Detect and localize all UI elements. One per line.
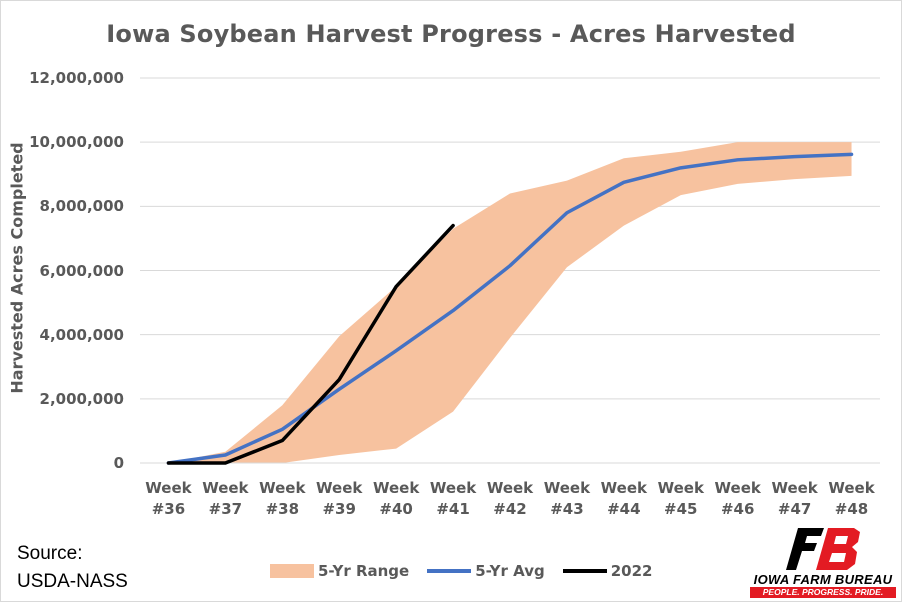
y-tick-label: 8,000,000 [39,197,124,216]
x-tick-label-line: #43 [550,500,584,518]
legend-item-range: 5-Yr Range [270,562,409,580]
farm-bureau-logo: IOWA FARM BUREAU PEOPLE. PROGRESS. PRIDE… [748,528,898,598]
x-tick-label: Week #44 [589,478,659,520]
x-tick-label-line: Week [316,479,363,497]
series-line-avg [166,152,854,465]
x-tick-label: Week #46 [703,478,773,520]
legend: 5-Yr Range 5-Yr Avg 2022 [270,562,670,580]
y-tick-label: 12,000,000 [29,69,124,87]
legend-swatch-2022 [562,569,607,573]
x-tick-label-line: #36 [151,500,186,518]
y-tick-label: 2,000,000 [39,389,124,408]
x-tick-label: Week #40 [361,478,431,520]
x-tick-label-line: Week [543,479,591,497]
x-tick-label: Week #37 [190,478,260,520]
x-tick-label: Week #45 [646,478,716,520]
chart-title: Iowa Soybean Harvest Progress - Acres Ha… [106,20,796,48]
x-tick-label-line: #46 [720,500,755,518]
x-tick-label-line: #48 [834,500,869,518]
fb-logo-icon [786,528,860,570]
x-tick-label: Week #41 [418,478,488,520]
range-band [168,142,852,463]
x-tick-label: Week #38 [247,478,317,520]
x-tick-label: Week #47 [760,478,830,520]
legend-label-2022: 2022 [610,562,653,580]
legend-label-range: 5-Yr Range [318,562,410,580]
x-tick-label-line: #45 [664,500,698,518]
y-tick-label: 4,000,000 [39,325,124,344]
source-value: USDA-NASS [17,571,128,592]
y-tick-label: 0 [113,454,124,472]
logo-name: IOWA FARM BUREAU [753,572,893,587]
x-tick-label-line: #38 [265,500,300,518]
x-tick-label: Week #48 [817,478,887,520]
x-tick-label-line: Week [657,479,704,497]
x-tick-label-line: #41 [436,500,470,518]
x-tick-label-line: #37 [208,500,243,518]
x-tick-label-line: Week [372,479,420,497]
y-tick-label: 6,000,000 [39,261,124,280]
x-tick-label: Week #36 [133,478,203,520]
x-tick-label-line: #44 [607,500,641,518]
x-tick-label: Week #43 [532,478,602,520]
x-tick-label-line: Week [259,479,306,497]
x-tick-label-line: Week [714,479,761,497]
x-tick-label-line: Week [429,479,477,497]
x-tick-label: Week #39 [304,478,374,520]
legend-item-avg: 5-Yr Avg [427,562,545,580]
y-tick-label: 10,000,000 [29,133,124,152]
x-tick-label-line: Week [771,479,818,497]
x-tick-label-line: #39 [322,500,356,518]
legend-swatch-avg [427,569,472,573]
x-tick-label-line: #40 [379,500,413,518]
x-tick-label-line: Week [828,479,875,497]
logo-tagline: PEOPLE. PROGRESS. PRIDE. [750,587,896,598]
x-tick-label-line: Week [486,479,534,497]
x-tick-label-line: Week [145,479,192,497]
legend-label-avg: 5-Yr Avg [475,562,545,580]
x-tick-label-line: Week [202,479,249,497]
x-tick-label-line: #42 [493,500,527,518]
legend-swatch-range [270,564,314,578]
source-label: Source: [17,543,83,564]
x-tick-label: Week #42 [475,478,545,520]
x-tick-label-line: #47 [777,500,812,518]
x-tick-label-line: Week [600,479,648,497]
series-line-2022 [166,223,455,465]
source-note: Source: USDA-NASS [17,540,128,596]
legend-item-2022: 2022 [562,562,653,580]
